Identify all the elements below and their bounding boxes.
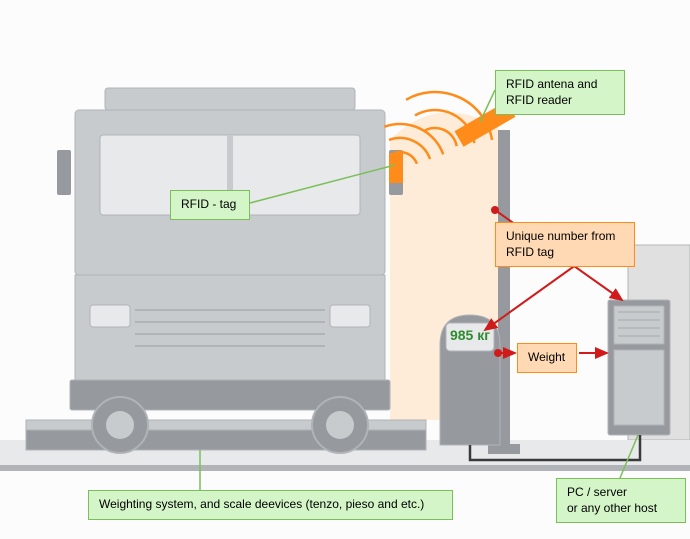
- weighting-label: Weighting system, and scale deevices (te…: [88, 490, 453, 520]
- weight_label-label: Weight: [517, 343, 577, 373]
- rfid_tag-label: RFID - tag: [170, 190, 250, 220]
- unique_number-label: Unique number from RFID tag: [495, 222, 635, 267]
- weight-readout: 985 кг: [445, 327, 495, 343]
- rfid_antenna-label: RFID antena and RFID reader: [495, 70, 625, 115]
- pc_server-label: PC / server or any other host: [556, 478, 686, 523]
